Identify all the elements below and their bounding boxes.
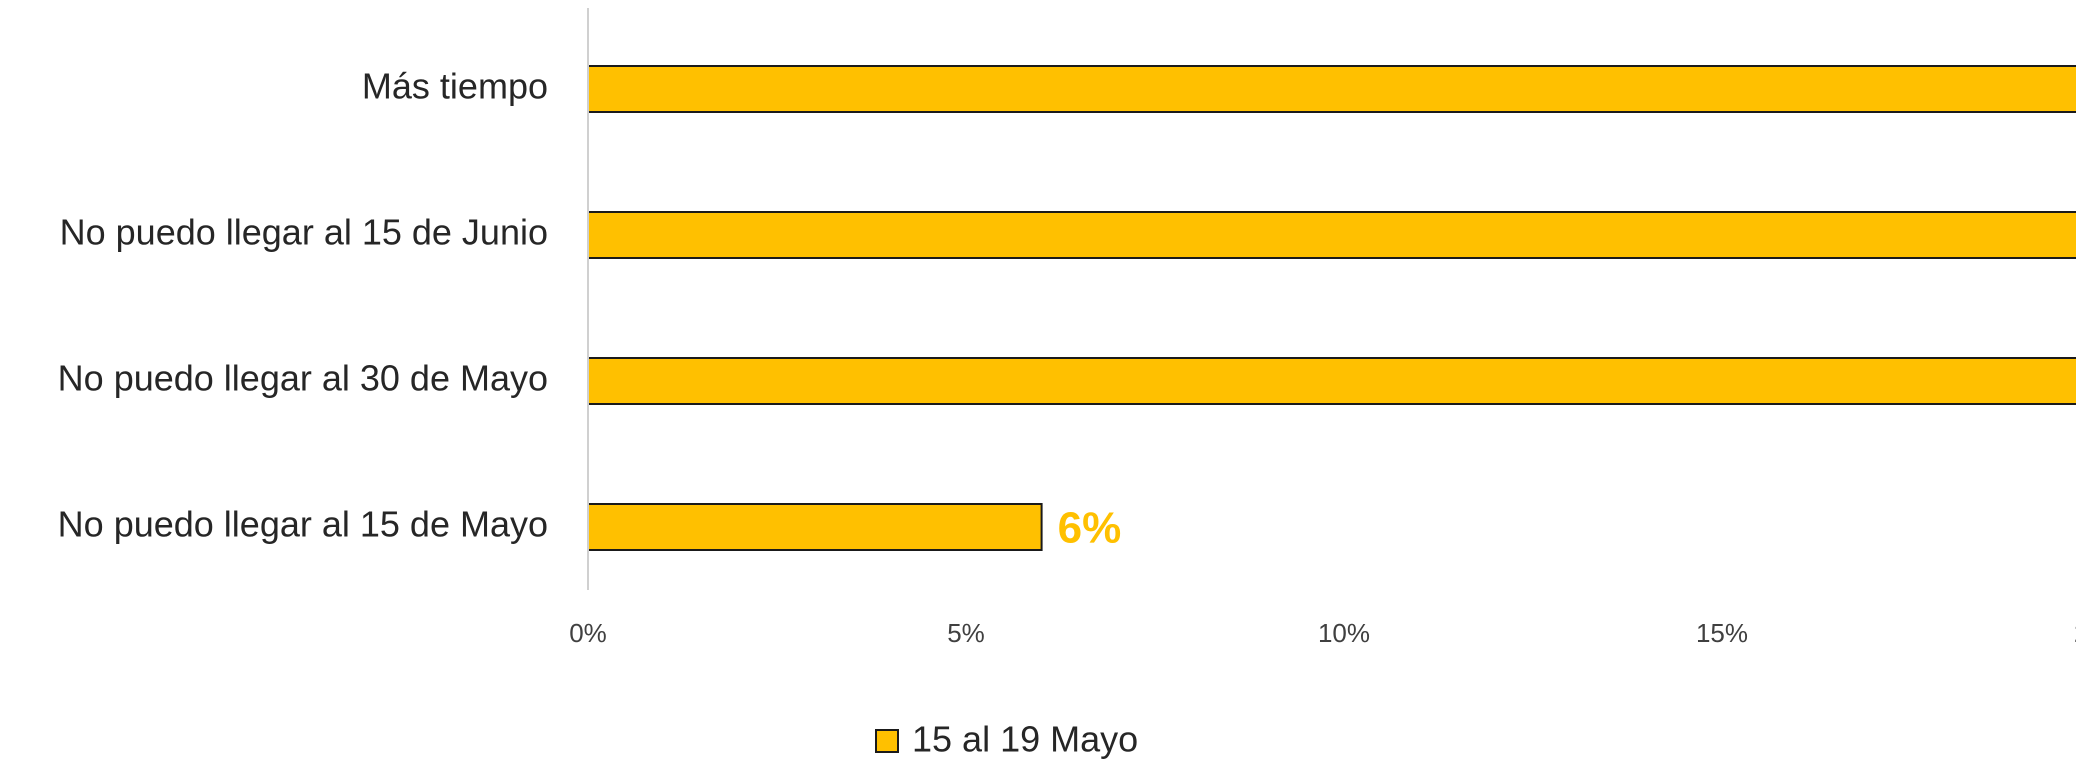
- bar: [587, 357, 2076, 405]
- data-label: 6%: [1058, 504, 1122, 553]
- category-label: No puedo llegar al 15 de Junio: [60, 212, 548, 253]
- x-tick-label: 20%: [2074, 618, 2076, 648]
- x-tick-label: 0%: [569, 618, 607, 648]
- x-tick-label: 5%: [947, 618, 985, 648]
- category-labels: Más tiempo No puedo llegar al 15 de Junio…: [58, 66, 548, 545]
- bar: [587, 65, 2076, 113]
- x-tick-label: 15%: [1696, 618, 1748, 648]
- x-axis-ticks: 0%5%10%15%20%25%30%35%40%: [569, 618, 2076, 648]
- legend-swatch: [875, 729, 899, 753]
- category-label: No puedo llegar al 15 de Mayo: [58, 504, 548, 545]
- legend-label: 15 al 19 Mayo: [912, 719, 1138, 760]
- x-tick-label: 10%: [1318, 618, 1370, 648]
- bars-group: [587, 65, 2076, 551]
- legend: 15 al 19 Mayo: [875, 719, 1138, 760]
- data-labels: 36%29%26%6%: [1058, 504, 1122, 553]
- category-label: No puedo llegar al 30 de Mayo: [58, 358, 548, 399]
- bar: [587, 503, 1043, 551]
- bar: [587, 211, 2076, 259]
- category-label: Más tiempo: [362, 66, 548, 107]
